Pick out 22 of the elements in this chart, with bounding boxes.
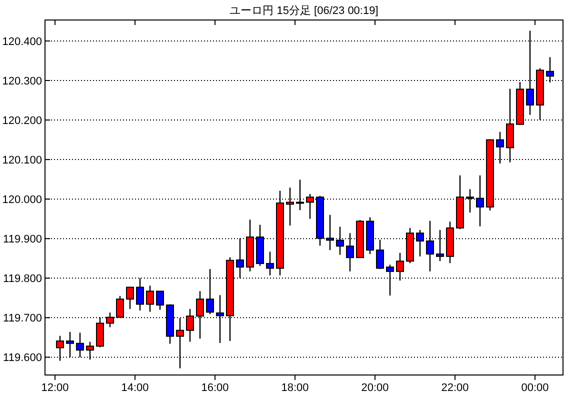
chart-title: ユーロ円 15分足 [06/23 00:19] [230,5,378,17]
candlestick [156,290,164,310]
y-tick-label: 119.700 [3,312,42,325]
x-tick-label: 14:00 [121,382,149,394]
x-tick-label: 00:00 [521,382,549,394]
candlestick [146,285,154,312]
candlestick [126,286,134,310]
y-tick-label: 120.000 [2,194,42,206]
candlestick [266,251,274,276]
y-tick-label: 119.800 [3,273,42,286]
x-tick-label: 12:00 [41,382,69,394]
x-tick-label: 20:00 [361,382,389,394]
candlestick [376,239,384,270]
x-tick-label: 22:00 [441,382,469,394]
y-tick-label: 120.400 [2,36,42,48]
x-tick-label: 18:00 [281,382,309,394]
y-tick-label: 120.300 [2,75,42,88]
y-tick-label: 119.900 [3,234,42,246]
y-tick-label: 120.200 [2,115,42,128]
y-tick-label: 120.100 [2,154,42,167]
y-tick-label: 119.600 [3,352,42,364]
x-tick-label: 16:00 [201,382,229,394]
